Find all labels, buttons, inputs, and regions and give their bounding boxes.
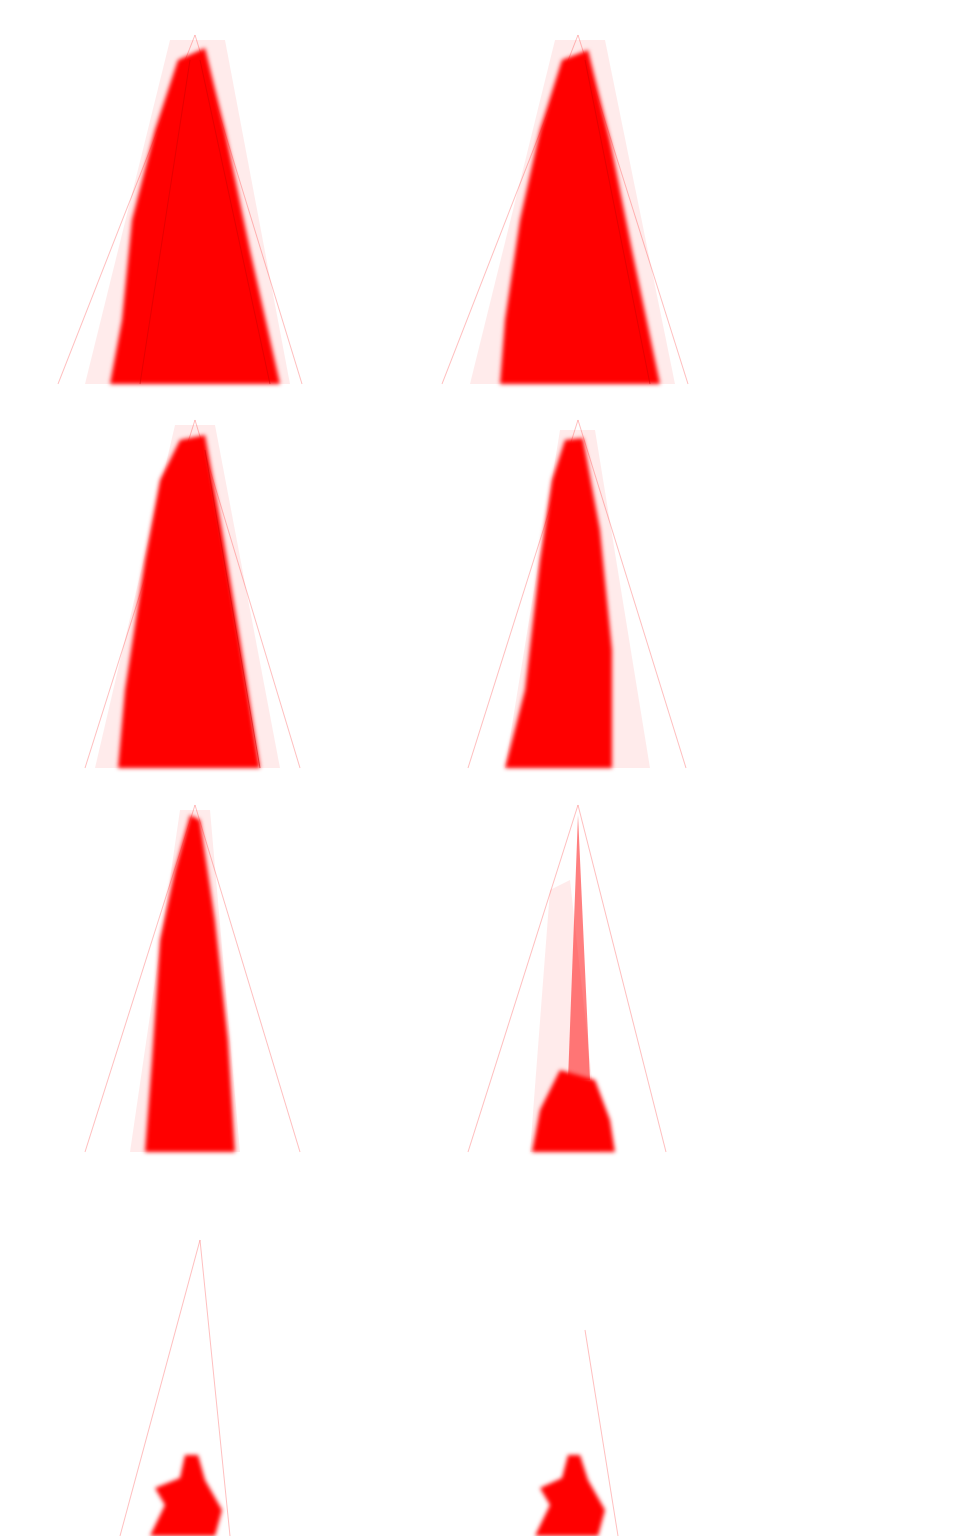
ray: [467, 804, 579, 1153]
panel: [57, 34, 303, 385]
streak: [584, 59, 651, 385]
spike: [568, 815, 590, 1080]
panel: [84, 804, 301, 1153]
ray: [199, 1239, 231, 1536]
ray: [194, 804, 301, 1153]
ray: [577, 804, 667, 1153]
panel: [535, 1329, 619, 1536]
ray: [119, 1239, 201, 1536]
panel: [441, 34, 689, 385]
cone: [150, 1455, 222, 1536]
cone: [118, 435, 260, 768]
ray: [584, 1329, 619, 1536]
panel: [119, 1239, 231, 1536]
cone: [505, 438, 612, 768]
streak: [139, 59, 191, 385]
panel: [84, 419, 301, 769]
ray: [577, 419, 687, 769]
panel: [467, 804, 667, 1153]
cone: [535, 1455, 605, 1536]
cone: [500, 50, 660, 384]
panel: [467, 419, 687, 769]
cone: [532, 1070, 615, 1152]
streak: [204, 449, 261, 769]
cone: [145, 815, 235, 1152]
streak: [199, 59, 271, 385]
ray: [84, 804, 196, 1153]
